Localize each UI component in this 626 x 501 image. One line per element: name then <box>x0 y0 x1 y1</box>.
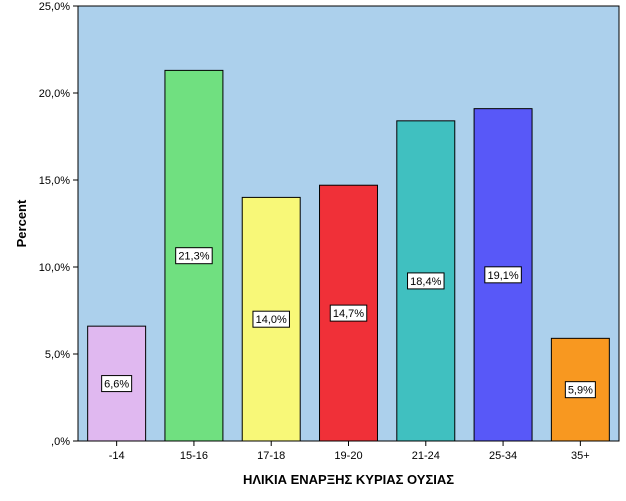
y-tick-label: 20,0% <box>39 88 70 100</box>
x-tick-label: 19-20 <box>334 450 362 462</box>
data-label: 14,7% <box>333 308 364 320</box>
x-tick-label: -14 <box>109 450 125 462</box>
data-label: 19,1% <box>487 270 518 282</box>
x-axis-title: ΗΛΙΚΙΑ ΕΝΑΡΞΗΣ ΚΥΡΙΑΣ ΟΥΣΙΑΣ <box>243 472 454 487</box>
data-label-box <box>329 304 368 322</box>
y-tick-label: 10,0% <box>39 262 70 274</box>
x-tick-label: 25-34 <box>489 450 517 462</box>
data-label: 18,4% <box>410 276 441 288</box>
data-label-box <box>484 266 522 284</box>
plot-frame <box>77 5 620 442</box>
data-labels: 6,6% 21,3% 14,0% 14,7% 18,4% 19,1% 5,9% <box>101 247 596 399</box>
x-tick-label: 35+ <box>571 450 590 462</box>
data-label: 21,3% <box>178 251 209 263</box>
data-label-box <box>564 381 596 399</box>
x-tick-label: 15-16 <box>180 450 208 462</box>
y-tick-label: 15,0% <box>39 175 70 187</box>
y-tick-label: 5,0% <box>45 349 70 361</box>
y-axis-title: Percent <box>14 199 29 247</box>
data-label: 14,0% <box>256 314 287 326</box>
x-tick-label: 21-24 <box>412 450 440 462</box>
y-tick-label: 25,0% <box>39 1 70 13</box>
x-tick-label: 17-18 <box>257 450 285 462</box>
x-axis: -14 15-16 17-18 19-20 21-24 25-34 35+ <box>109 441 590 462</box>
data-label-box <box>252 310 290 328</box>
y-axis: ,0% 5,0% 10,0% 15,0% 20,0% 25,0% <box>39 1 78 448</box>
data-label-box <box>175 247 213 265</box>
y-tick-label: ,0% <box>51 436 70 448</box>
data-label: 6,6% <box>104 379 129 391</box>
data-label-box <box>101 375 133 393</box>
data-label: 5,9% <box>568 385 593 397</box>
data-label-box <box>407 272 445 290</box>
